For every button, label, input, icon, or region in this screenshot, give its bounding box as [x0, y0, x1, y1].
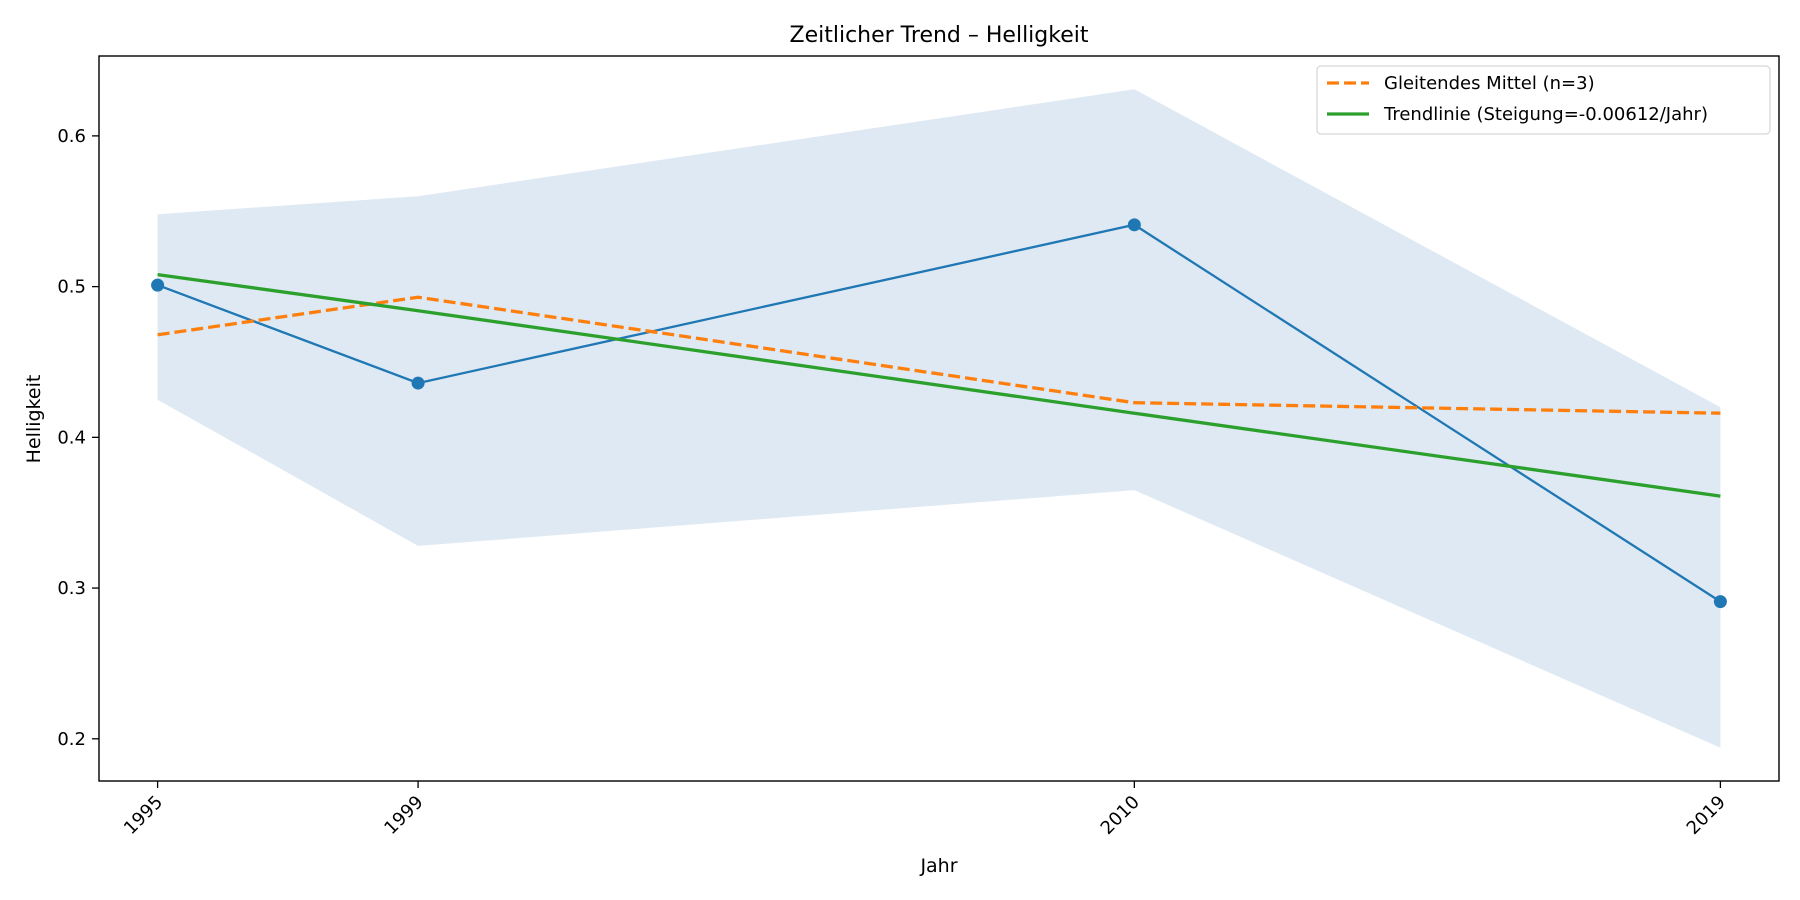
chart-title: Zeitlicher Trend – Helligkeit — [790, 23, 1089, 48]
plot-frame — [98, 55, 1780, 782]
x-axis-label: Jahr — [919, 855, 957, 877]
series-line-0 — [157, 223, 1722, 603]
y-tick-label: 0.6 — [57, 126, 86, 147]
legend: Gleitendes Mittel (n=3) Trendlinie (Steig… — [1316, 65, 1771, 135]
legend-items: Gleitendes Mittel (n=3) Trendlinie (Steig… — [1327, 73, 1708, 125]
series-layer — [151, 218, 1727, 609]
y-axis-label: Helligkeit — [23, 375, 45, 464]
y-axis-ticks: 0.2 0.3 0.4 0.5 0.6 — [57, 126, 99, 750]
legend-label: Gleitendes Mittel (n=3) — [1384, 73, 1595, 94]
plot-area — [151, 89, 1727, 748]
y-tick-label: 0.4 — [57, 427, 86, 448]
legend-label: Trendlinie (Steigung=-0.00612/Jahr) — [1383, 104, 1708, 125]
data-point-2010 — [1127, 218, 1141, 232]
series-line-2 — [157, 272, 1721, 498]
legend-box — [1316, 65, 1771, 135]
confidence-band — [157, 89, 1721, 748]
data-point-2019 — [1713, 595, 1727, 609]
y-tick-label: 0.3 — [57, 578, 86, 599]
data-point-1995 — [151, 278, 165, 292]
data-point-1999 — [411, 376, 425, 390]
series-line-1 — [157, 295, 1721, 415]
y-tick-label: 0.5 — [57, 277, 86, 298]
y-tick-label: 0.2 — [57, 729, 86, 750]
